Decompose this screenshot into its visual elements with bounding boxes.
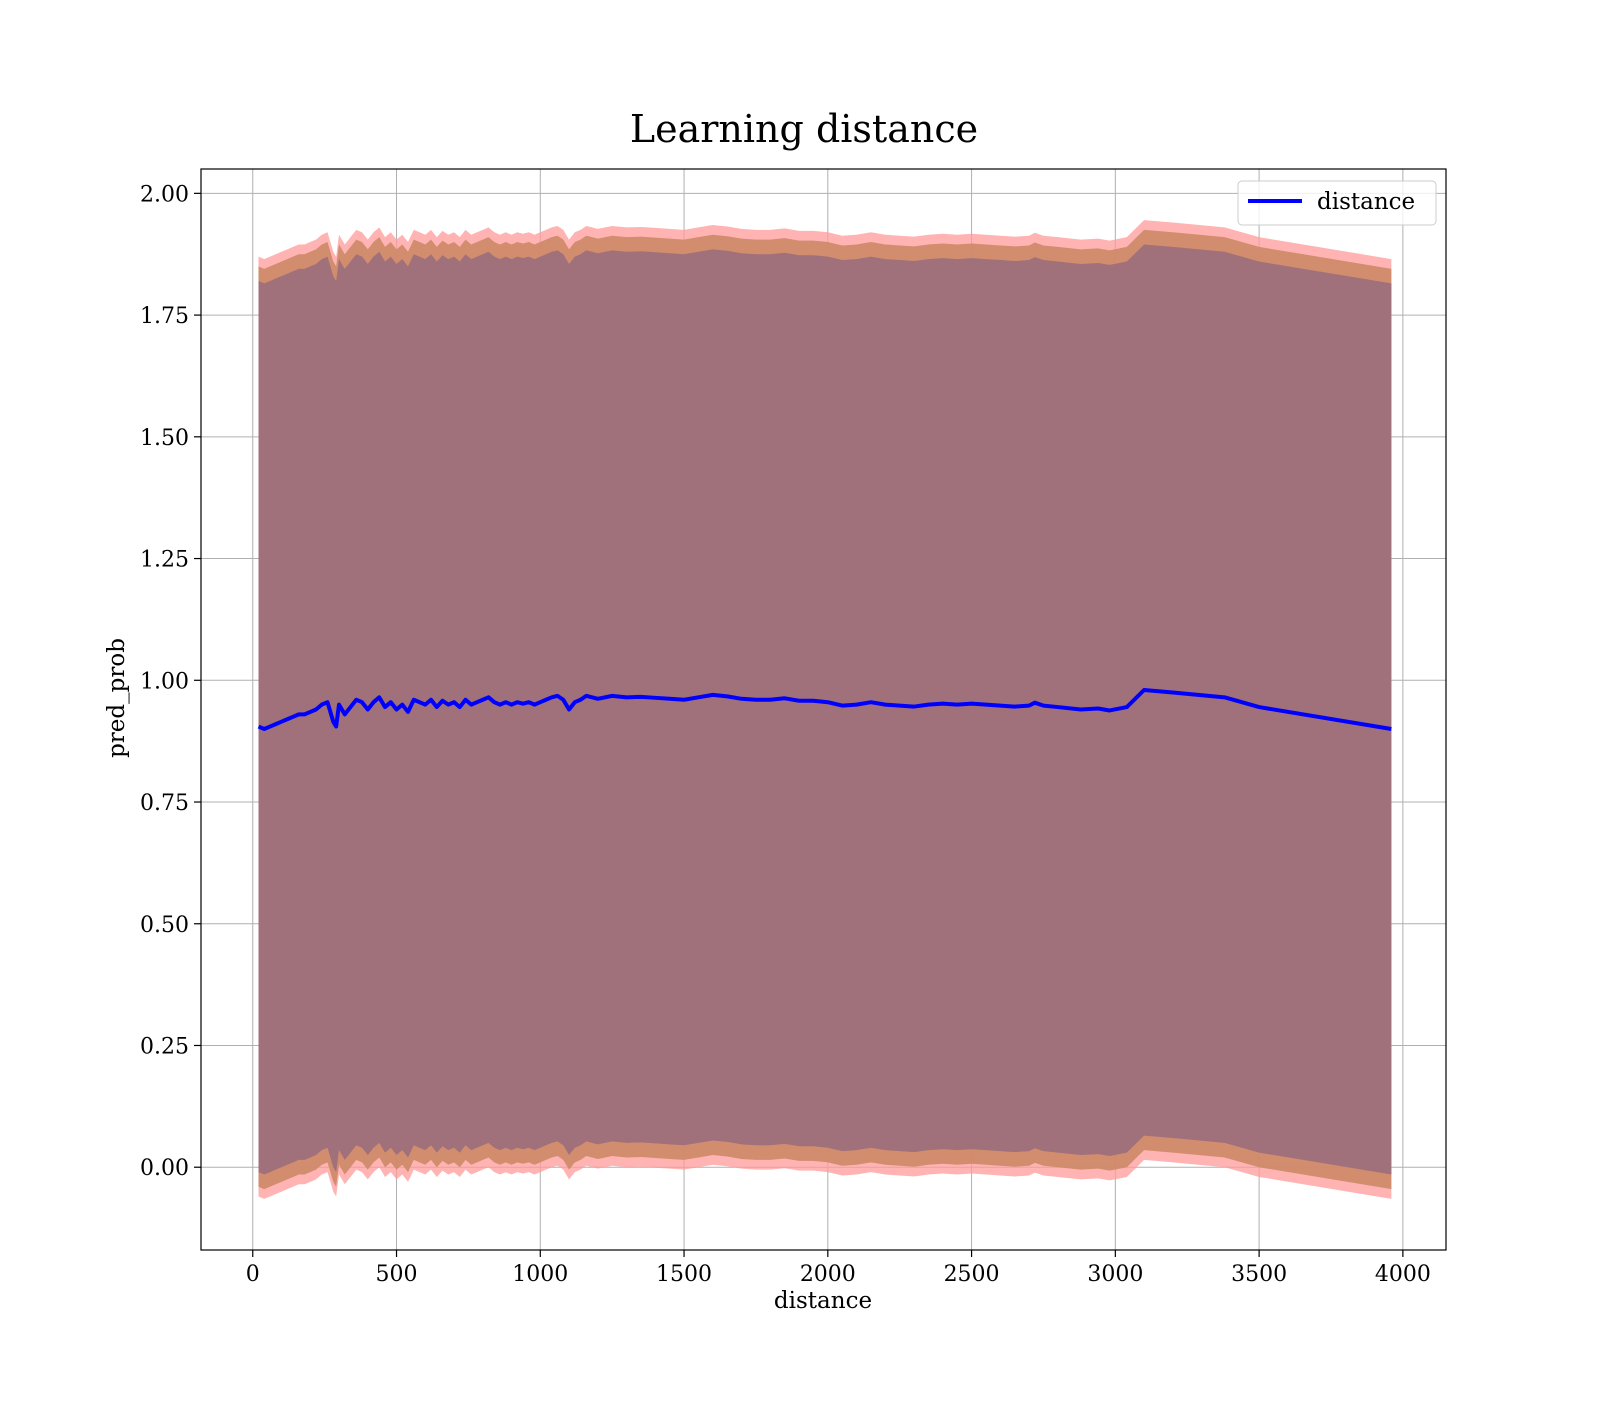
y-tick-label-6: 1.50 [140, 426, 189, 451]
x-tick-label-1: 500 [376, 1262, 418, 1287]
band-inner [258, 244, 1392, 1175]
x-axis-label: distance [774, 1288, 872, 1314]
y-tick-label-5: 1.25 [140, 548, 189, 573]
series-line-distance [257, 688, 1392, 731]
y-tick-label-3: 0.75 [140, 791, 189, 816]
x-tick-label-4: 2000 [800, 1262, 856, 1287]
y-ticks: 0.00 0.25 0.50 0.75 1.00 1.25 1.50 1.75 2.00 [140, 182, 201, 1181]
x-tick-label-6: 3000 [1087, 1262, 1143, 1287]
x-tick-label-7: 3500 [1231, 1262, 1287, 1287]
confidence-bands [258, 220, 1392, 1199]
y-axis-label: pred_prob [104, 638, 130, 758]
y-tick-label-7: 1.75 [140, 304, 189, 329]
legend-label-distance: distance [1317, 189, 1415, 215]
plot-frame [200, 168, 1447, 1251]
legend-box [1237, 180, 1437, 226]
y-tick-label-2: 0.50 [140, 913, 189, 938]
x-ticks: 0 500 1000 1500 2000 2500 3000 3500 4000 [246, 1250, 1431, 1287]
x-tick-label-0: 0 [246, 1262, 260, 1287]
series-lines [257, 688, 1392, 731]
x-tick-label-3: 1500 [656, 1262, 712, 1287]
x-tick-label-2: 1000 [512, 1262, 568, 1287]
y-tick-label-8: 2.00 [140, 182, 189, 207]
y-tick-label-0: 0.00 [140, 1156, 189, 1181]
legend: distance [1237, 180, 1437, 226]
x-tick-label-5: 2500 [944, 1262, 1000, 1287]
x-tick-label-8: 4000 [1375, 1262, 1431, 1287]
chart-title: Learning distance [630, 107, 978, 151]
y-tick-label-1: 0.25 [140, 1034, 189, 1059]
y-tick-label-4: 1.00 [140, 669, 189, 694]
